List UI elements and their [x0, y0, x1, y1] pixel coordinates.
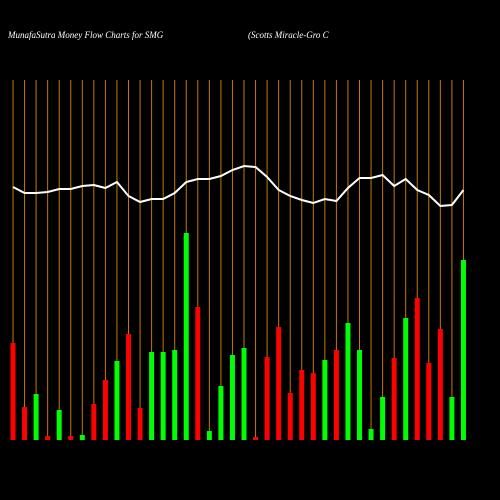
bar [264, 357, 270, 440]
bar [322, 360, 328, 440]
bar [206, 431, 212, 440]
bar [426, 363, 432, 440]
bar [45, 436, 51, 440]
bar [229, 355, 235, 440]
bar [183, 233, 189, 440]
bar [114, 361, 120, 440]
bar [137, 408, 143, 440]
bar [380, 397, 386, 440]
bar [403, 318, 409, 440]
bar [68, 436, 74, 440]
bar [460, 260, 466, 440]
bar [310, 373, 316, 440]
bar [253, 437, 259, 440]
bar [391, 358, 397, 440]
bar [195, 307, 201, 440]
bar [276, 327, 282, 440]
bar [241, 348, 247, 440]
bar [91, 404, 97, 440]
line [12, 164, 465, 208]
bar [172, 350, 178, 440]
bar [299, 370, 305, 440]
bar [56, 410, 62, 440]
bar [449, 397, 455, 440]
bar [126, 334, 131, 440]
bar [437, 329, 443, 440]
bar [149, 352, 155, 440]
bar [368, 429, 374, 440]
bar [160, 352, 166, 440]
bar [22, 407, 28, 440]
bar [102, 380, 108, 440]
bar [333, 350, 339, 440]
chart-subtitle: (Scotts Miracle-Gro C [248, 30, 330, 40]
bar [33, 394, 39, 440]
bar [414, 298, 420, 440]
bar [287, 393, 293, 440]
bar [357, 350, 362, 440]
bar [10, 343, 16, 440]
chart-title: MunafaSutra Money Flow Charts for SMG [7, 30, 164, 40]
bar [345, 323, 351, 440]
bar [218, 386, 224, 440]
bar [79, 435, 85, 440]
